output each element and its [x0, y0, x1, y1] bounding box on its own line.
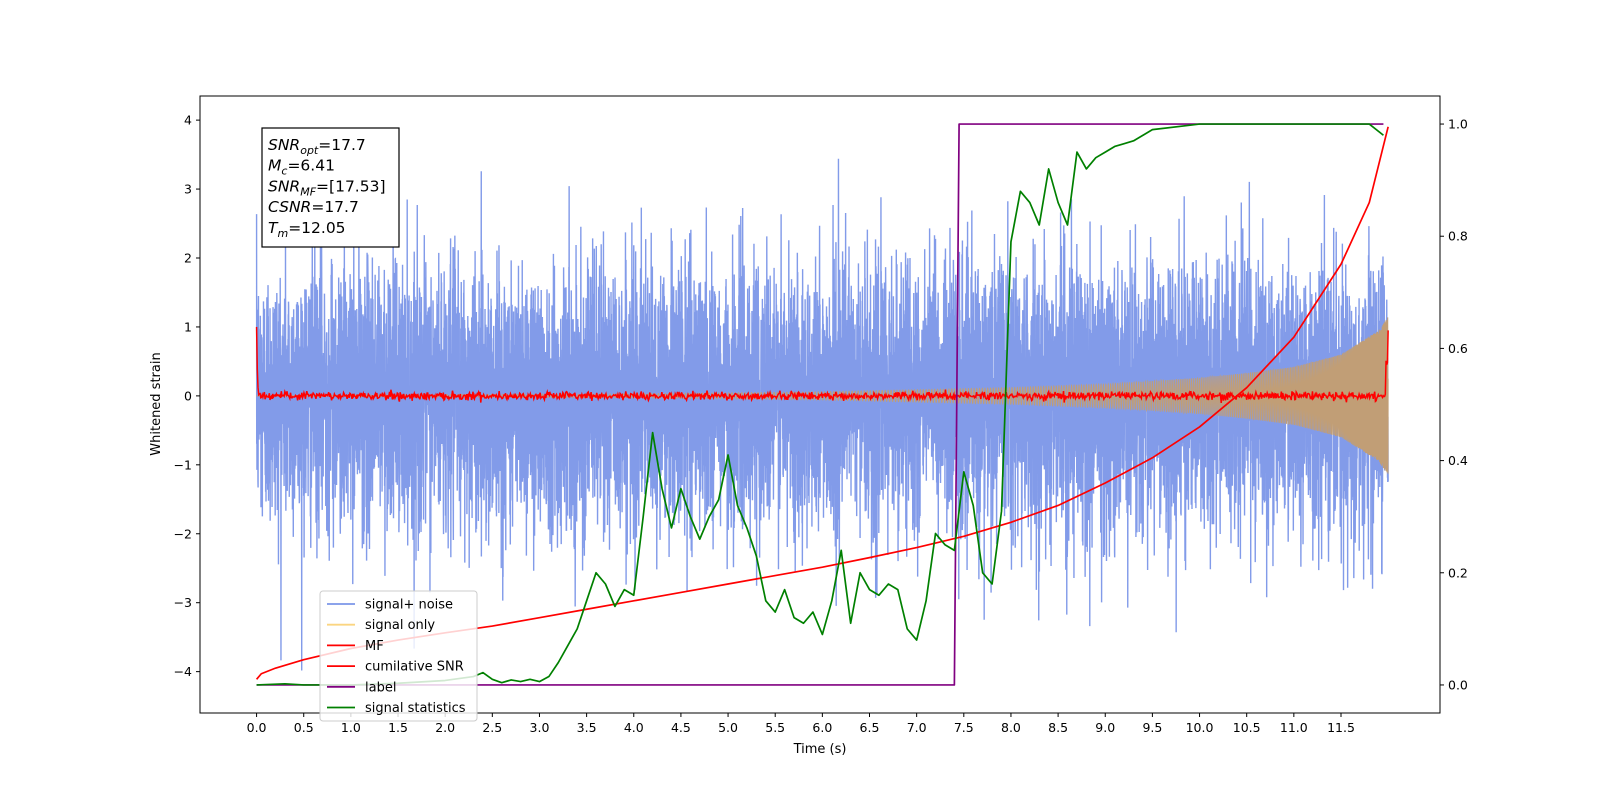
legend: signal+ noise signal only MF cumilative SNR… — [319, 590, 478, 722]
y-axis-label: Whitened strain — [149, 352, 164, 455]
y-left-tick-label: 0 — [184, 388, 192, 403]
x-tick-label: 5.5 — [765, 720, 785, 735]
annotation-symbol: CSNR — [268, 198, 311, 216]
y-right-tick-label: 0.2 — [1448, 565, 1468, 580]
y-right-tick-label: 0.0 — [1448, 677, 1468, 692]
x-tick-label: 2.0 — [435, 720, 455, 735]
annotation-subscript: m — [277, 227, 288, 240]
x-tick-label: 7.0 — [907, 720, 927, 735]
legend-label: label — [365, 680, 396, 695]
legend-label: MF — [365, 639, 384, 654]
annotation-line: SNRopt=17.7 — [268, 136, 366, 157]
x-tick-label: 7.5 — [954, 720, 974, 735]
y-left-tick-label: 4 — [184, 113, 192, 128]
y-left-tick-label: −3 — [174, 595, 192, 610]
x-tick-label: 8.5 — [1048, 720, 1068, 735]
x-tick-label: 10.0 — [1186, 720, 1214, 735]
annotation-symbol: SNR — [268, 177, 300, 195]
x-tick-label: 4.0 — [624, 720, 644, 735]
annotation-frame — [261, 127, 400, 248]
series-mf — [255, 326, 1389, 404]
annotation-value: =6.41 — [287, 157, 335, 175]
x-tick-label: 4.5 — [671, 720, 691, 735]
x-tick-label: 3.0 — [530, 720, 550, 735]
x-tick-label: 8.0 — [1001, 720, 1021, 735]
y-left-tick-label: −2 — [174, 526, 192, 541]
legend-frame — [319, 590, 478, 722]
x-tick-label: 6.0 — [812, 720, 832, 735]
y-left-tick-label: 2 — [184, 251, 192, 266]
annotation-line: Tm=12.05 — [268, 219, 346, 240]
annotation-value: =17.7 — [311, 198, 359, 216]
x-tick-label: 6.5 — [860, 720, 880, 735]
annotation-box: SNRopt=17.7Mc=6.41SNRMF=[17.53]CSNR=17.7… — [261, 127, 400, 248]
annotation-line: CSNR=17.7 — [268, 198, 359, 216]
y-left-tick-label: −4 — [174, 664, 192, 679]
annotation-value: =12.05 — [288, 219, 345, 237]
legend-label: signal only — [365, 618, 435, 633]
y-right-tick-label: 1.0 — [1448, 117, 1468, 132]
annotation-line: Mc=6.41 — [268, 157, 335, 178]
annotation-symbol: T — [268, 219, 279, 237]
x-tick-label: 9.5 — [1142, 720, 1162, 735]
legend-label: signal statistics — [365, 701, 466, 716]
y-axis-left: −4 −3 −2 −1 0 1 2 3 4 — [174, 113, 200, 679]
annotation-value: =17.7 — [318, 136, 366, 154]
x-axis-label: Time (s) — [793, 742, 847, 757]
y-left-tick-label: 1 — [184, 319, 192, 334]
x-tick-label: 5.0 — [718, 720, 738, 735]
series-signal-statistics — [256, 123, 1384, 686]
annotation-subscript: c — [281, 165, 287, 178]
y-right-tick-label: 0.6 — [1448, 341, 1468, 356]
legend-label: cumilative SNR — [365, 660, 464, 675]
y-left-tick-label: −1 — [174, 457, 192, 472]
x-tick-label: 10.5 — [1233, 720, 1261, 735]
y-left-tick-label: 3 — [184, 182, 192, 197]
x-tick-label: 11.5 — [1327, 720, 1355, 735]
x-tick-label: 1.5 — [388, 720, 408, 735]
x-tick-label: 0.5 — [294, 720, 314, 735]
annotation-symbol: SNR — [268, 136, 300, 154]
annotation-subscript: MF — [300, 185, 316, 198]
annotation-line: SNRMF=[17.53] — [268, 177, 386, 198]
annotation-subscript: opt — [300, 144, 319, 157]
annotation-symbol: M — [268, 157, 281, 175]
x-tick-label: 2.5 — [482, 720, 502, 735]
x-tick-label: 9.0 — [1095, 720, 1115, 735]
y-right-tick-label: 0.4 — [1448, 453, 1468, 468]
x-tick-label: 11.0 — [1280, 720, 1308, 735]
series-label — [256, 123, 1384, 686]
x-axis: 0.0 0.5 1.0 1.5 2.0 2.5 3.0 3.5 4.0 4.5 5.0 5.5 6.0 6… — [247, 713, 1355, 735]
annotation-value: =[17.53] — [316, 177, 385, 195]
legend-label: signal+ noise — [365, 598, 453, 613]
x-tick-label: 0.0 — [247, 720, 267, 735]
plot-frame — [199, 95, 1441, 714]
x-tick-label: 3.5 — [577, 720, 597, 735]
y-right-tick-label: 0.8 — [1448, 229, 1468, 244]
x-tick-label: 1.0 — [341, 720, 361, 735]
y-axis-right: 0.0 0.2 0.4 0.6 0.8 1.0 — [1440, 117, 1468, 692]
